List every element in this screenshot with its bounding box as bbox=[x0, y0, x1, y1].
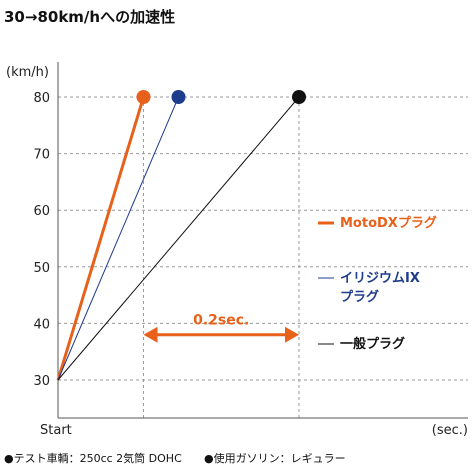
legend-label-1-1: プラグ bbox=[340, 289, 379, 305]
y-tick-50: 50 bbox=[33, 261, 50, 276]
series-end-point-0 bbox=[136, 90, 151, 104]
annotation: 0.2sec. bbox=[143, 313, 299, 343]
chart-title: 30→80km/hへの加速性 bbox=[4, 8, 175, 26]
x-start-label: Start bbox=[40, 423, 72, 438]
annotation-arrow-right-head bbox=[285, 326, 299, 343]
x-axis-label: (sec.) bbox=[432, 423, 468, 438]
note-fuel: ●使用ガソリン：レギュラー bbox=[204, 452, 346, 465]
y-axis-label: (km/h) bbox=[6, 65, 49, 80]
grid-lines bbox=[58, 96, 468, 418]
y-tick-60: 60 bbox=[33, 204, 50, 219]
series-lines bbox=[56, 90, 306, 381]
y-tick-80: 80 bbox=[33, 91, 50, 106]
y-tick-30: 30 bbox=[33, 374, 50, 389]
series-end-point-2 bbox=[292, 90, 306, 104]
annotation-label: 0.2sec. bbox=[193, 313, 249, 329]
y-tick-40: 40 bbox=[33, 317, 50, 332]
legend-label-1-0: イリジウムIX bbox=[340, 271, 420, 286]
annotation-arrow-left-head bbox=[143, 326, 158, 343]
series-line-2 bbox=[57, 96, 300, 381]
series-line-1 bbox=[57, 96, 179, 381]
legend-label-0: MotoDXプラグ bbox=[340, 215, 437, 231]
series-end-point-1 bbox=[171, 90, 186, 104]
y-tick-labels: 80 70 60 50 40 30 bbox=[33, 91, 50, 389]
y-tick-70: 70 bbox=[33, 148, 50, 163]
series-line-0 bbox=[56, 96, 145, 381]
legend-label-2: 一般プラグ bbox=[340, 336, 405, 352]
note-test-vehicle: ●テスト車輌：250cc 2気筒 DOHC bbox=[4, 451, 182, 465]
